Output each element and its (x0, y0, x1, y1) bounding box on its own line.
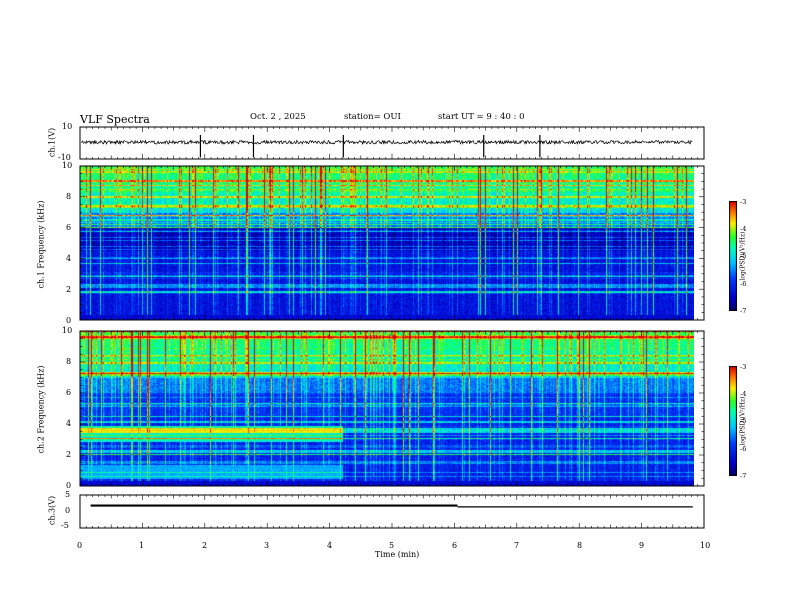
spec2-ytick-label: 0 (66, 481, 72, 490)
ch1-colorbar (729, 201, 737, 311)
panel-frame (79, 165, 705, 321)
ch2-spectrogram-ylabel: ch.2 Frequency (kHz) (36, 365, 46, 454)
cbar1-tick-label: -7 (740, 307, 747, 315)
xtick-label: 10 (700, 541, 711, 550)
spec2-ytick-label: 6 (66, 388, 72, 397)
cbar1-tick-label: -6 (740, 280, 747, 288)
cbar1-title: log(PSD)(V²/Hz) (739, 231, 747, 281)
cbar2-tick-label: -6 (740, 445, 747, 453)
ch1-spectrogram-image (80, 166, 694, 320)
cbar2-tick-label: -4 (740, 390, 747, 398)
xtick-label: 1 (139, 541, 145, 550)
ch1-spectrogram-ylabel: ch.1 Frequency (kHz) (36, 200, 46, 289)
panel-frame (79, 330, 705, 487)
xtick-label: 4 (327, 541, 333, 550)
cbar2-tick-label: -7 (740, 472, 747, 480)
spec1-ytick-label: 10 (62, 161, 73, 170)
station-label: station= OUI (344, 112, 401, 122)
ch1-waveform-ylabel: ch.1(V) (47, 127, 57, 158)
ch1-ytick-label: 10 (62, 122, 73, 131)
ch1-waveform-trace (80, 135, 693, 158)
panel-frames (79, 126, 705, 529)
xtick-label: 3 (264, 541, 270, 550)
spec1-ytick-label: 8 (66, 192, 72, 201)
spec2-ytick-label: 10 (62, 326, 73, 335)
cbar1-tick-label: -4 (740, 225, 747, 233)
x-axis-title: Time (min) (375, 550, 420, 559)
date-label: Oct. 2 , 2025 (250, 112, 306, 122)
xtick-label: 6 (452, 541, 458, 550)
ch2-colorbar (729, 366, 737, 476)
xtick-label: 0 (77, 541, 83, 550)
cbar2-tick-label: -3 (740, 363, 747, 371)
ch3-waveform-trace (90, 504, 693, 508)
ch3-ytick-label: 5 (65, 490, 71, 499)
spec2-ytick-label: 8 (66, 357, 72, 366)
ch2-spectrogram-image (80, 331, 694, 486)
spec1-ytick-label: 2 (66, 285, 72, 294)
ch1-ytick-label: -10 (58, 153, 71, 162)
cbar2-tick-label: -5 (740, 417, 747, 425)
axis-ticks (79, 127, 705, 528)
spec1-ytick-label: 4 (66, 254, 72, 263)
cbar1-tick-label: -3 (740, 198, 747, 206)
xtick-label: 7 (514, 541, 520, 550)
ch3-ytick-label: -5 (61, 521, 69, 530)
spec2-ytick-label: 2 (66, 450, 72, 459)
ch1-waveform-line (80, 139, 693, 146)
xtick-label: 9 (639, 541, 645, 550)
xtick-label: 8 (577, 541, 583, 550)
cbar1-tick-label: -5 (740, 252, 747, 260)
spec1-ytick-label: 6 (66, 223, 72, 232)
spec1-ytick-label: 0 (66, 316, 72, 325)
ch3-ytick-label: 0 (65, 506, 71, 515)
xtick-label: 2 (202, 541, 208, 550)
spec2-ytick-label: 4 (66, 419, 72, 428)
figure-title: VLF Spectra (80, 113, 150, 126)
ch3-waveform-ylabel: ch.3(V) (47, 495, 57, 526)
cbar2-title: log(PSD)(V²/Hz) (739, 396, 747, 446)
start-time-label: start UT = 9 : 40 : 0 (438, 112, 525, 122)
xtick-label: 5 (389, 541, 395, 550)
